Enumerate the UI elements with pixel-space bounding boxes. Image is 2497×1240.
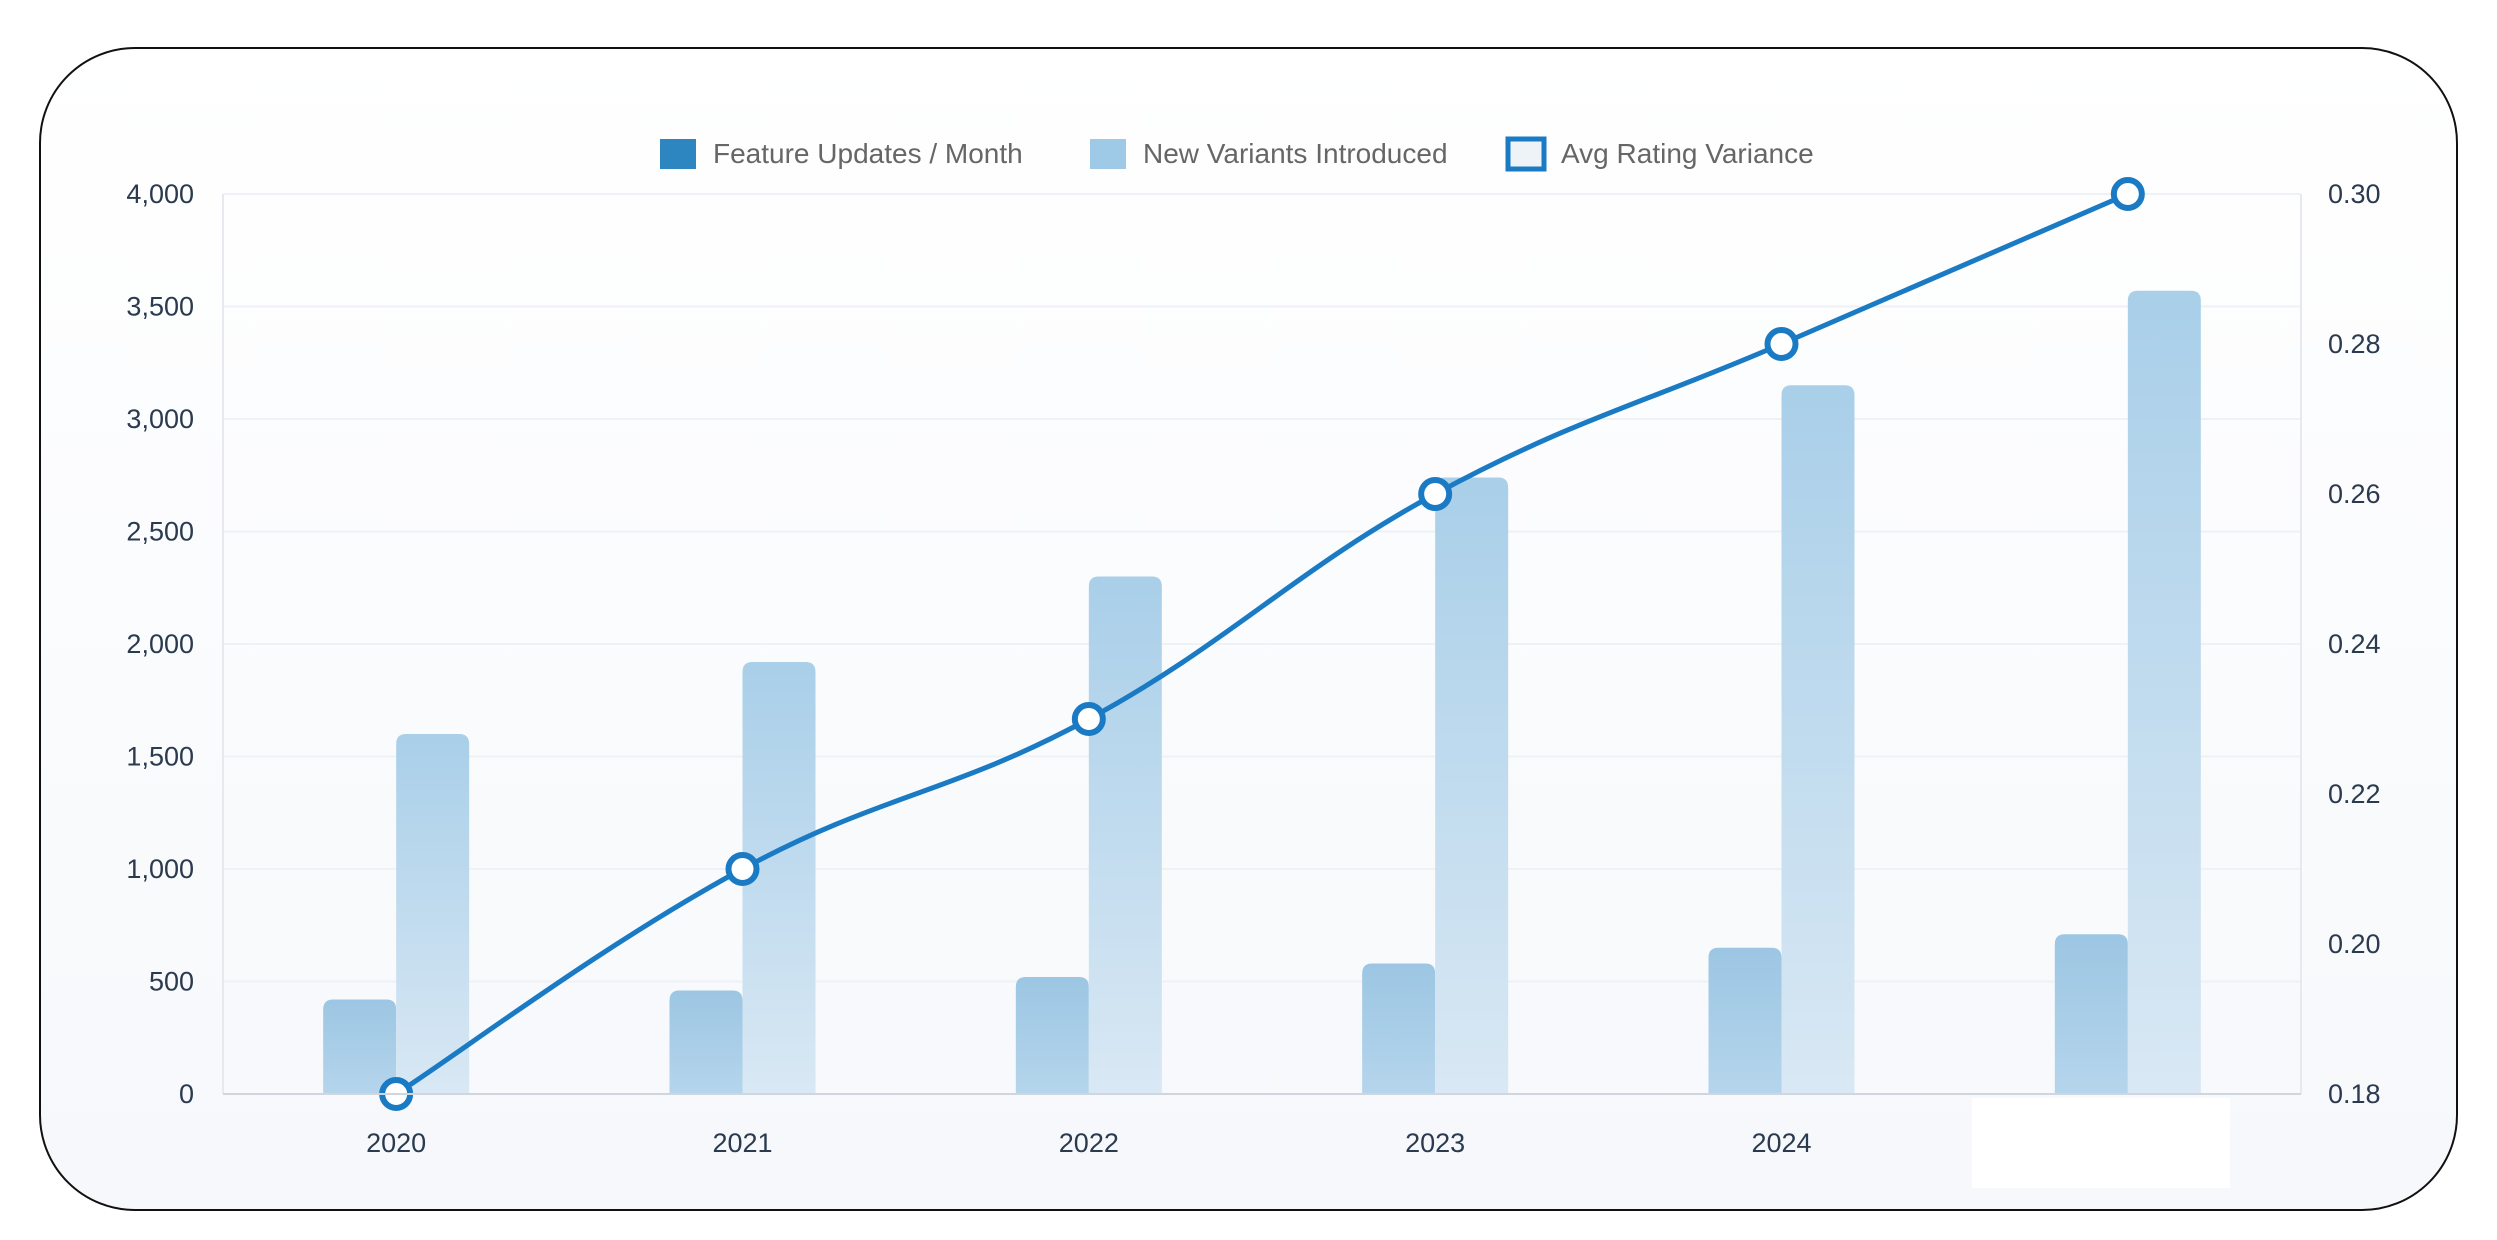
y-left-tick-label: 3,500: [126, 292, 194, 322]
legend-swatch-1: [1090, 139, 1126, 169]
y-right-tick-label: 0.26: [2328, 479, 2381, 509]
legend-swatch-0: [660, 139, 696, 169]
y-left-tick-label: 0: [179, 1079, 194, 1109]
y-right-tick-label: 0.22: [2328, 779, 2381, 809]
bar-new-variants: [2127, 290, 2201, 1094]
x-tick-label: 2024: [1751, 1128, 1811, 1158]
y-right-tick-label: 0.18: [2328, 1079, 2381, 1109]
y-left-tick-label: 1,000: [126, 854, 194, 884]
x-tick-label: 2021: [712, 1128, 772, 1158]
y-right-tick-label: 0.30: [2328, 179, 2381, 209]
line-point: [1071, 702, 1106, 736]
bar-feature-updates: [1015, 977, 1089, 1094]
legend-label: Feature Updates / Month: [713, 138, 1023, 169]
y-left-tick-label: 3,000: [126, 404, 194, 434]
y-left-tick-label: 500: [149, 967, 194, 997]
y-left-tick-label: 1,500: [126, 742, 194, 772]
legend-swatch-2: [1505, 136, 1547, 172]
bar-new-variants: [1781, 385, 1855, 1094]
y-left-tick-label: 4,000: [126, 179, 194, 209]
bar-new-variants: [1435, 477, 1509, 1094]
x-tick-label: 2022: [1059, 1128, 1119, 1158]
y-left-tick-label: 2,000: [126, 629, 194, 659]
legend-label: New Variants Introduced: [1143, 138, 1448, 169]
legend: Feature Updates / Month New Variants Intr…: [660, 136, 1814, 172]
y-right-tick-label: 0.28: [2328, 329, 2381, 359]
bar-new-variants: [742, 662, 816, 1094]
y-left-tick-label: 2,500: [126, 517, 194, 547]
line-point: [725, 852, 760, 886]
bar-feature-updates: [669, 990, 743, 1094]
line-point: [2110, 177, 2145, 211]
bar-feature-updates: [1362, 963, 1436, 1094]
x-tick-label: 2023: [1405, 1128, 1465, 1158]
bar-feature-updates: [323, 999, 397, 1094]
line-point: [1418, 477, 1453, 511]
bar-new-variants: [1088, 576, 1162, 1094]
label-mask: [1972, 1098, 2230, 1188]
bar-new-variants: [396, 734, 470, 1094]
bar-feature-updates: [2054, 934, 2128, 1094]
legend-label: Avg Rating Variance: [1561, 138, 1814, 169]
x-tick-label: 2020: [366, 1128, 426, 1158]
y-right-tick-label: 0.24: [2328, 629, 2381, 659]
y-right-tick-label: 0.20: [2328, 929, 2381, 959]
line-point: [1764, 327, 1799, 361]
bar-feature-updates: [1708, 947, 1782, 1094]
line-avg-rating-variance: [394, 191, 2129, 1097]
